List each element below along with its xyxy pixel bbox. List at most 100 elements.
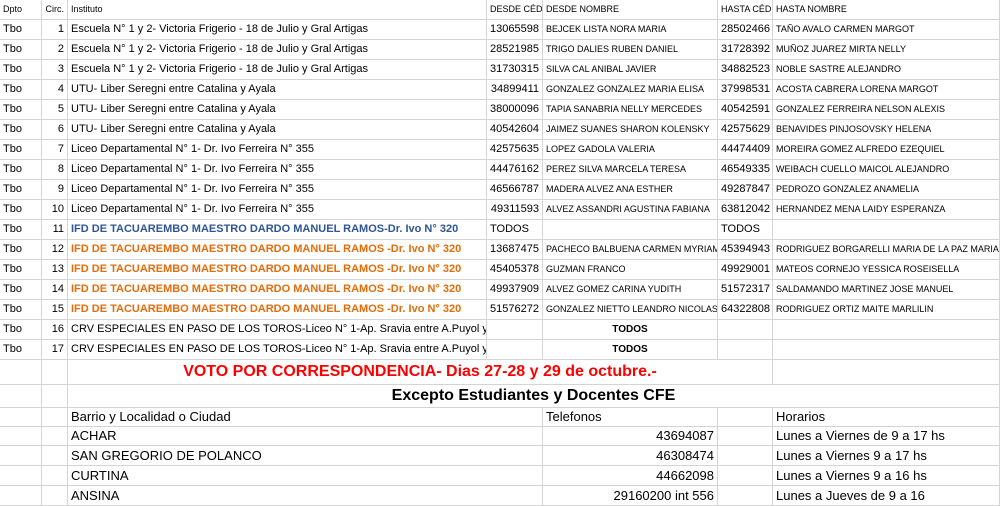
desde-nombre-cell: TODOS bbox=[543, 340, 718, 360]
empty-cell bbox=[718, 466, 773, 486]
telefono-cell: 46308474 bbox=[543, 446, 718, 466]
instituto-cell: Liceo Departamental N° 1- Dr. Ivo Ferrei… bbox=[68, 200, 487, 220]
empty-cell bbox=[773, 340, 1000, 360]
desde-cedula-cell: 38000096 bbox=[487, 100, 543, 120]
desde-nombre-cell: PEREZ SILVA MARCELA TERESA bbox=[543, 160, 718, 180]
header-cell: DESDE CÉDUL bbox=[487, 0, 543, 20]
instituto-cell: IFD DE TACUAREMBO MAESTRO DARDO MANUEL R… bbox=[68, 240, 487, 260]
circ-cell: 12 bbox=[42, 240, 68, 260]
instituto-cell: Liceo Departamental N° 1- Dr. Ivo Ferrei… bbox=[68, 180, 487, 200]
desde-cedula-cell: 34899411 bbox=[487, 80, 543, 100]
hasta-cedula-cell: 51572317 bbox=[718, 280, 773, 300]
empty-cell bbox=[718, 340, 773, 360]
desde-cedula-cell: 46566787 bbox=[487, 180, 543, 200]
instituto-cell: IFD DE TACUAREMBO MAESTRO DARDO MANUEL R… bbox=[68, 280, 487, 300]
hasta-cedula-cell: 44474409 bbox=[718, 140, 773, 160]
instituto-cell: IFD DE TACUAREMBO MAESTRO DARDO MANUEL R… bbox=[68, 300, 487, 320]
empty-cell bbox=[42, 408, 68, 427]
dpto-cell: Tbo bbox=[0, 220, 42, 240]
desde-cedula-cell: 31730315 bbox=[487, 60, 543, 80]
desde-nombre-cell: TODOS bbox=[543, 320, 718, 340]
desde-cedula-cell: 40542604 bbox=[487, 120, 543, 140]
dpto-cell: Tbo bbox=[0, 100, 42, 120]
barrio-cell: SAN GREGORIO DE POLANCO bbox=[68, 446, 543, 466]
dpto-cell: Tbo bbox=[0, 40, 42, 60]
circ-cell: 2 bbox=[42, 40, 68, 60]
desde-nombre-cell: GONZALEZ NIETTO LEANDRO NICOLAS bbox=[543, 300, 718, 320]
horario-cell: Lunes a Viernes 9 a 16 hs bbox=[773, 466, 1000, 486]
desde-cedula-cell: 45405378 bbox=[487, 260, 543, 280]
circ-cell: 4 bbox=[42, 80, 68, 100]
dpto-cell: Tbo bbox=[0, 160, 42, 180]
desde-nombre-cell: MADERA ALVEZ ANA ESTHER bbox=[543, 180, 718, 200]
empty-cell bbox=[773, 360, 1000, 385]
desde-cedula-cell: 51576272 bbox=[487, 300, 543, 320]
dpto-cell: Tbo bbox=[0, 20, 42, 40]
desde-cedula-cell: 28521985 bbox=[487, 40, 543, 60]
horario-cell: Lunes a Viernes de 9 a 17 hs bbox=[773, 427, 1000, 446]
dpto-cell: Tbo bbox=[0, 340, 42, 360]
dpto-cell: Tbo bbox=[0, 240, 42, 260]
empty-cell bbox=[42, 427, 68, 446]
hasta-cedula-cell: 31728392 bbox=[718, 40, 773, 60]
circ-cell: 8 bbox=[42, 160, 68, 180]
empty-cell bbox=[718, 320, 773, 340]
desde-nombre-cell: GUZMAN FRANCO bbox=[543, 260, 718, 280]
dpto-cell: Tbo bbox=[0, 300, 42, 320]
voto-subtitle: Excepto Estudiantes y Docentes CFE bbox=[68, 385, 1000, 408]
empty-cell bbox=[42, 385, 68, 408]
circ-cell: 5 bbox=[42, 100, 68, 120]
hasta-nombre-cell: RODRIGUEZ ORTIZ MAITE MARLILIN bbox=[773, 300, 1000, 320]
desde-nombre-cell: TRIGO DALIES RUBEN DANIEL bbox=[543, 40, 718, 60]
empty-cell bbox=[718, 408, 773, 427]
instituto-cell: Escuela N° 1 y 2- Victoria Frigerio - 18… bbox=[68, 20, 487, 40]
empty-cell bbox=[0, 408, 42, 427]
dpto-cell: Tbo bbox=[0, 60, 42, 80]
hasta-cedula-cell: 45394943 bbox=[718, 240, 773, 260]
hasta-nombre-cell: MOREIRA GOMEZ ALFREDO EZEQUIEL bbox=[773, 140, 1000, 160]
header-cell: Circ. bbox=[42, 0, 68, 20]
header-cell: Instituto bbox=[68, 0, 487, 20]
desde-cedula-cell: 49937909 bbox=[487, 280, 543, 300]
instituto-cell: Escuela N° 1 y 2- Victoria Frigerio - 18… bbox=[68, 60, 487, 80]
header-cell: Dpto bbox=[0, 0, 42, 20]
empty-cell bbox=[0, 486, 42, 506]
circ-cell: 11 bbox=[42, 220, 68, 240]
desde-nombre-cell: PACHECO BALBUENA CARMEN MYRIAM bbox=[543, 240, 718, 260]
empty-cell bbox=[718, 446, 773, 466]
hasta-nombre-cell: NOBLE SASTRE ALEJANDRO bbox=[773, 60, 1000, 80]
dpto-cell: Tbo bbox=[0, 320, 42, 340]
dpto-cell: Tbo bbox=[0, 260, 42, 280]
empty-cell bbox=[42, 486, 68, 506]
instituto-cell: Liceo Departamental N° 1- Dr. Ivo Ferrei… bbox=[68, 160, 487, 180]
desde-cedula-cell: 44476162 bbox=[487, 160, 543, 180]
hasta-cedula-cell: 42575629 bbox=[718, 120, 773, 140]
instituto-cell: Liceo Departamental N° 1- Dr. Ivo Ferrei… bbox=[68, 140, 487, 160]
desde-nombre-cell: LOPEZ GADOLA VALERIA bbox=[543, 140, 718, 160]
header-cell: HASTA NOMBRE bbox=[773, 0, 1000, 20]
barrio-cell: ANSINA bbox=[68, 486, 543, 506]
circ-cell: 6 bbox=[42, 120, 68, 140]
hasta-cedula-cell: 64322808 bbox=[718, 300, 773, 320]
instituto-cell: UTU- Liber Seregni entre Catalina y Ayal… bbox=[68, 80, 487, 100]
horario-cell: Lunes a Viernes 9 a 17 hs bbox=[773, 446, 1000, 466]
dpto-cell: Tbo bbox=[0, 120, 42, 140]
circ-cell: 16 bbox=[42, 320, 68, 340]
hasta-nombre-cell: MATEOS CORNEJO YESSICA ROSEISELLA bbox=[773, 260, 1000, 280]
desde-nombre-cell: SILVA CAL ANIBAL JAVIER bbox=[543, 60, 718, 80]
hasta-nombre-cell: PEDROZO GONZALEZ ANAMELIA bbox=[773, 180, 1000, 200]
desde-cedula-cell: 42575635 bbox=[487, 140, 543, 160]
dpto-cell: Tbo bbox=[0, 140, 42, 160]
instituto-cell: UTU- Liber Seregni entre Catalina y Ayal… bbox=[68, 100, 487, 120]
instituto-cell: IFD DE TACUAREMBO MAESTRO DARDO MANUEL R… bbox=[68, 260, 487, 280]
telefono-cell: 44662098 bbox=[543, 466, 718, 486]
instituto-cell: CRV ESPECIALES EN PASO DE LOS TOROS-Lice… bbox=[68, 320, 487, 340]
circ-cell: 9 bbox=[42, 180, 68, 200]
horario-cell: Lunes a Jueves de 9 a 16 bbox=[773, 486, 1000, 506]
barrio-cell: CURTINA bbox=[68, 466, 543, 486]
hasta-cedula-cell: 49287847 bbox=[718, 180, 773, 200]
empty-cell bbox=[0, 360, 42, 385]
empty-cell bbox=[42, 466, 68, 486]
desde-nombre-cell: GONZALEZ GONZALEZ MARIA ELISA bbox=[543, 80, 718, 100]
telefono-cell: 43694087 bbox=[543, 427, 718, 446]
